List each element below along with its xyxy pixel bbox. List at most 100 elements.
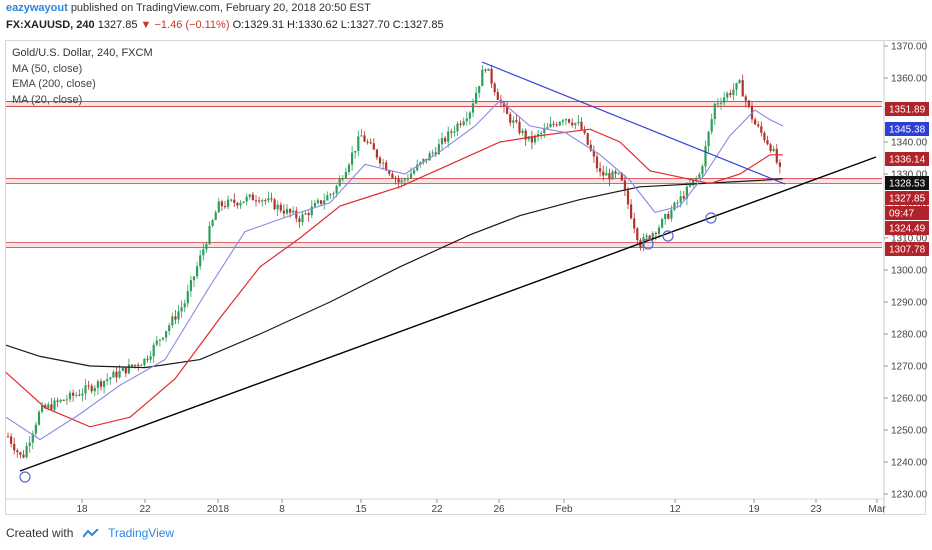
candle-body (248, 194, 251, 197)
last-price: 1327.85 (97, 19, 138, 31)
candle-body (592, 150, 595, 157)
candle-body (6, 436, 10, 438)
candle-body (754, 119, 757, 125)
swing-low-circle (705, 212, 717, 224)
candle-body (254, 200, 258, 202)
candle-body (78, 394, 81, 396)
candle-body (484, 69, 487, 71)
y-tick-label: 1300.00 (891, 266, 928, 277)
price-label: 1345.38 (889, 125, 926, 136)
candle-body (307, 213, 310, 216)
candle-body (276, 204, 279, 210)
candle-body (558, 122, 561, 126)
candle-body (62, 399, 65, 401)
candle-body (490, 68, 493, 84)
price-label: 09:47 (889, 209, 914, 220)
candle-body (335, 185, 338, 194)
x-tick-label: 22 (431, 504, 443, 515)
candle-body (741, 80, 744, 97)
candle-body (403, 179, 406, 181)
candle-body (267, 198, 270, 201)
trendlines (19, 61, 877, 483)
price-label-bg (885, 242, 929, 256)
candle-body (378, 157, 382, 164)
candle-body (369, 142, 372, 144)
candle-body (34, 424, 37, 434)
price-label: 1307.78 (889, 245, 926, 256)
candle-body (31, 433, 34, 443)
legend-ma20[interactable]: MA (20, close) (12, 93, 83, 106)
candle-body (496, 92, 499, 100)
candle-body (103, 380, 106, 387)
legend-ema200[interactable]: EMA (200, close) (12, 78, 96, 90)
candle-body (735, 82, 738, 90)
candle-body (444, 138, 447, 142)
candle-body (707, 131, 710, 147)
candle-body (87, 385, 90, 387)
candle-body (196, 266, 199, 277)
candle-body (143, 358, 146, 365)
candle-body (363, 135, 366, 142)
candle-body (571, 122, 574, 126)
candle-body (521, 130, 524, 134)
ma20-line (5, 99, 784, 441)
candle-body (121, 367, 124, 371)
y-tick-label: 1270.00 (891, 362, 928, 373)
candle-body (189, 280, 192, 292)
candle-body (16, 450, 19, 453)
candle-body (713, 103, 716, 120)
candle-body (676, 202, 679, 204)
price-label-bg (885, 152, 929, 166)
level-band (6, 101, 882, 107)
candle-body (682, 196, 685, 199)
candle-body (645, 235, 648, 238)
candle-body (729, 93, 732, 95)
price-label: 1328.53 (889, 179, 926, 190)
candle-body (437, 144, 440, 155)
candle-body (657, 227, 661, 234)
footer: Created with TradingView (6, 526, 174, 540)
x-tick-label: 15 (355, 504, 367, 515)
candle-body (251, 194, 254, 201)
candle-body (738, 80, 741, 83)
candle-body (778, 162, 781, 167)
candle-body (310, 206, 313, 216)
candle-body (695, 178, 698, 181)
candle-body (227, 199, 230, 207)
candle-body (208, 226, 211, 245)
x-tick-label: Feb (555, 504, 573, 515)
candle-body (716, 103, 719, 105)
legend-title: Gold/U.S. Dollar, 240, FXCM (12, 47, 153, 59)
candle-body (701, 166, 704, 175)
candle-body (13, 443, 16, 451)
candle-body (214, 212, 217, 221)
candle-body (44, 405, 47, 408)
candle-body (127, 364, 130, 374)
candle-body (245, 196, 248, 202)
candle-body (413, 170, 416, 174)
candle-body (611, 171, 614, 180)
candle-body (37, 411, 41, 425)
candle-body (360, 135, 363, 137)
candle-body (704, 146, 707, 167)
legend-ma50[interactable]: MA (50, close) (12, 62, 83, 75)
candle-body (385, 162, 388, 171)
candle-body (549, 123, 552, 128)
candle-body (357, 136, 360, 151)
candle-body (146, 358, 149, 360)
support-trendline (19, 156, 877, 472)
tradingview-brand[interactable]: TradingView (108, 526, 175, 540)
candle-body (509, 114, 512, 123)
candle-body (134, 364, 137, 367)
candle-body (688, 185, 692, 187)
candle-body (561, 120, 564, 123)
candle-body (577, 121, 580, 124)
candle-body (183, 303, 186, 308)
candle-body (174, 316, 177, 320)
candle-body (406, 178, 409, 180)
candle-body (137, 364, 140, 366)
candle-body (112, 371, 115, 378)
candle-body (326, 195, 329, 201)
author-link[interactable]: eazywayout (6, 2, 68, 14)
